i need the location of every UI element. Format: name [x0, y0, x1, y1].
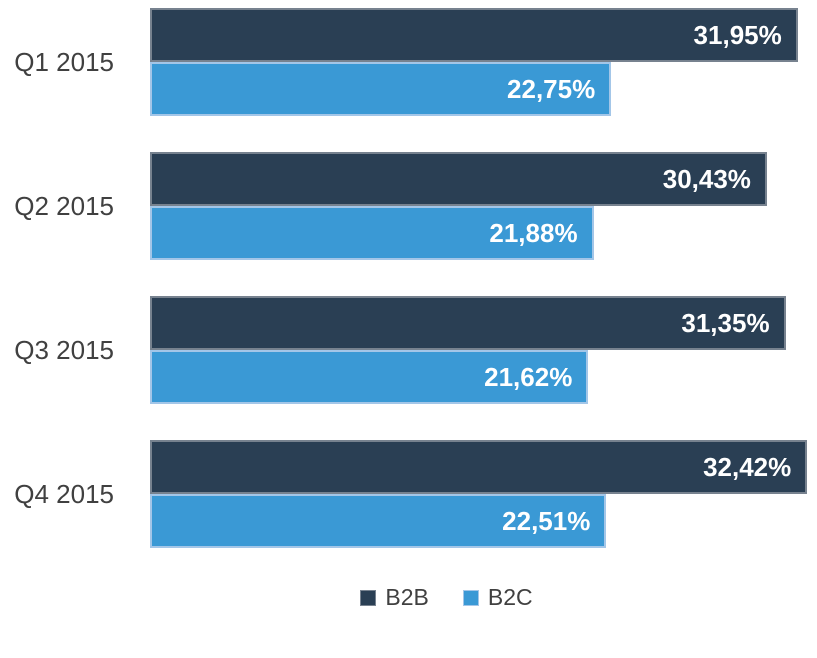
- legend-swatch-b2b-icon: [360, 589, 377, 606]
- legend: B2B B2C: [38, 584, 817, 611]
- bar-b2c: 22,75%: [150, 62, 612, 116]
- category-label: Q2 2015: [14, 190, 114, 221]
- chart-row: Q3 2015 31,35% 21,62%: [0, 296, 817, 404]
- bar-b2c: 21,62%: [150, 350, 589, 404]
- bar-b2b: 32,42%: [150, 440, 808, 494]
- bar-b2b: 31,35%: [150, 296, 786, 350]
- value-label: 32,42%: [703, 451, 792, 482]
- chart-row: Q1 2015 31,95% 22,75%: [0, 8, 817, 116]
- bar-group: 30,43% 21,88%: [150, 152, 817, 260]
- category-label: Q4 2015: [14, 478, 114, 509]
- bar-group: 32,42% 22,51%: [150, 440, 817, 548]
- bar-group: 31,95% 22,75%: [150, 8, 817, 116]
- bar-b2b: 31,95%: [150, 8, 798, 62]
- bar-b2b: 30,43%: [150, 152, 767, 206]
- value-label: 22,75%: [507, 73, 596, 104]
- value-label: 21,62%: [484, 361, 573, 392]
- chart-row: Q2 2015 30,43% 21,88%: [0, 152, 817, 260]
- bar-group: 31,35% 21,62%: [150, 296, 817, 404]
- value-label: 30,43%: [662, 163, 751, 194]
- bar-b2c: 22,51%: [150, 494, 607, 548]
- value-label: 31,35%: [681, 307, 770, 338]
- bar-b2c: 21,88%: [150, 206, 594, 260]
- value-label: 21,88%: [489, 217, 578, 248]
- plot-area: Q1 2015 31,95% 22,75% Q2 2015 30,43% 21,88% Q3…: [0, 8, 817, 548]
- legend-item-b2b: B2B: [360, 584, 429, 611]
- category-label: Q3 2015: [14, 334, 114, 365]
- value-label: 31,95%: [693, 19, 782, 50]
- chart-row: Q4 2015 32,42% 22,51%: [0, 440, 817, 548]
- legend-item-b2c: B2C: [462, 584, 533, 611]
- category-label: Q1 2015: [14, 46, 114, 77]
- legend-label-b2b: B2B: [385, 584, 429, 610]
- legend-swatch-b2c-icon: [462, 589, 479, 606]
- value-label: 22,51%: [502, 505, 591, 536]
- legend-label-b2c: B2C: [487, 584, 533, 610]
